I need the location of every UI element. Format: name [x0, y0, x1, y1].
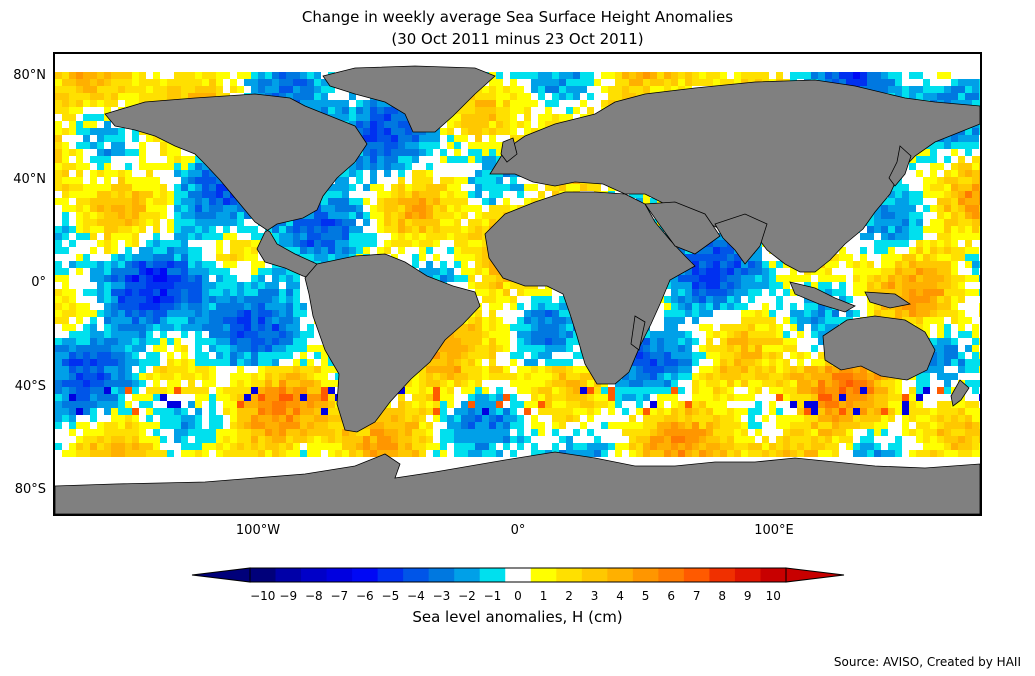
indian-subcontinent	[714, 213, 768, 265]
colorbar-swatch	[275, 568, 302, 582]
antarctica	[55, 451, 980, 514]
colorbar-swatch	[301, 568, 328, 582]
colorbar-swatch	[581, 568, 608, 582]
colorbar-swatch	[709, 568, 736, 582]
lat-label-40n: 40°N	[13, 172, 46, 187]
land-masses	[55, 65, 980, 514]
colorbar-extend-high	[785, 567, 845, 583]
sea-surface-anomaly-map	[55, 65, 980, 514]
colorbar-swatch	[760, 568, 787, 582]
lat-label-80s: 80°S	[14, 482, 46, 497]
lon-label-0: 0°	[510, 523, 526, 538]
map-subtitle: (30 Oct 2011 minus 23 Oct 2011)	[391, 30, 644, 48]
colorbar-tick-label: 7	[692, 589, 701, 603]
madagascar	[630, 315, 646, 351]
colorbar-swatch	[632, 568, 659, 582]
colorbar-tick-label: −7	[330, 589, 349, 603]
british-isles	[500, 137, 518, 163]
colorbar-swatch	[734, 568, 761, 582]
colorbar-tick-label: −2	[458, 589, 476, 603]
colorbar	[191, 567, 845, 583]
lon-label-100e: 100°E	[754, 523, 794, 538]
map-area	[53, 52, 982, 516]
north-america	[104, 93, 368, 283]
colorbar-tick-label: 8	[718, 589, 726, 603]
colorbar-tick-label: 5	[641, 589, 650, 603]
colorbar-swatch	[352, 568, 379, 582]
new-zealand	[950, 379, 970, 407]
colorbar-tick-label: 0	[514, 589, 522, 603]
arabian-peninsula	[644, 201, 721, 255]
lat-label-80n: 80°N	[13, 68, 46, 83]
greenland	[322, 65, 496, 133]
colorbar-swatch	[505, 568, 532, 582]
australia	[822, 315, 936, 381]
colorbar-extend-low	[191, 567, 251, 583]
colorbar-swatch	[377, 568, 404, 582]
colorbar-swatch	[683, 568, 710, 582]
colorbar-tick-label: 4	[616, 589, 624, 603]
lat-label-40s: 40°S	[14, 379, 46, 394]
eurasia	[489, 79, 980, 273]
lon-label-100w: 100°W	[235, 523, 281, 538]
colorbar-tick-label: −4	[407, 589, 425, 603]
colorbar-tick-label: −3	[432, 589, 451, 603]
indonesia	[789, 281, 856, 313]
colorbar-swatch	[250, 568, 277, 582]
colorbar-tick-label: −10	[250, 589, 276, 603]
colorbar-tick-label: 10	[765, 589, 781, 603]
colorbar-swatch	[556, 568, 583, 582]
colorbar-tick-label: −6	[355, 589, 374, 603]
lat-label-0: 0°	[31, 275, 46, 290]
africa	[484, 191, 696, 385]
map-title: Change in weekly average Sea Surface Hei…	[301, 8, 734, 26]
colorbar-swatch	[607, 568, 634, 582]
colorbar-tick-label: 9	[743, 589, 752, 603]
colorbar-tick-label: 1	[539, 589, 548, 603]
new-guinea	[864, 291, 912, 309]
colorbar-tick-label: 6	[667, 589, 675, 603]
colorbar-swatch	[479, 568, 506, 582]
colorbar-tick-label: −1	[483, 589, 502, 603]
colorbar-swatch	[454, 568, 481, 582]
colorbar-swatch	[326, 568, 353, 582]
colorbar-tick-label: −5	[381, 589, 400, 603]
colorbar-tick-label: 3	[590, 589, 599, 603]
south-america	[304, 253, 481, 433]
colorbar-swatch	[403, 568, 430, 582]
source-credit: Source: AVISO, Created by HAII	[833, 655, 1021, 669]
japan	[888, 145, 912, 187]
colorbar-swatch	[530, 568, 557, 582]
colorbar-tick-label: −8	[304, 589, 323, 603]
colorbar-swatch	[658, 568, 685, 582]
colorbar-tick-label: −9	[279, 589, 298, 603]
colorbar-swatch	[428, 568, 455, 582]
colorbar-tick-label: 2	[565, 589, 573, 603]
colorbar-label: Sea level anomalies, H (cm)	[412, 608, 623, 626]
